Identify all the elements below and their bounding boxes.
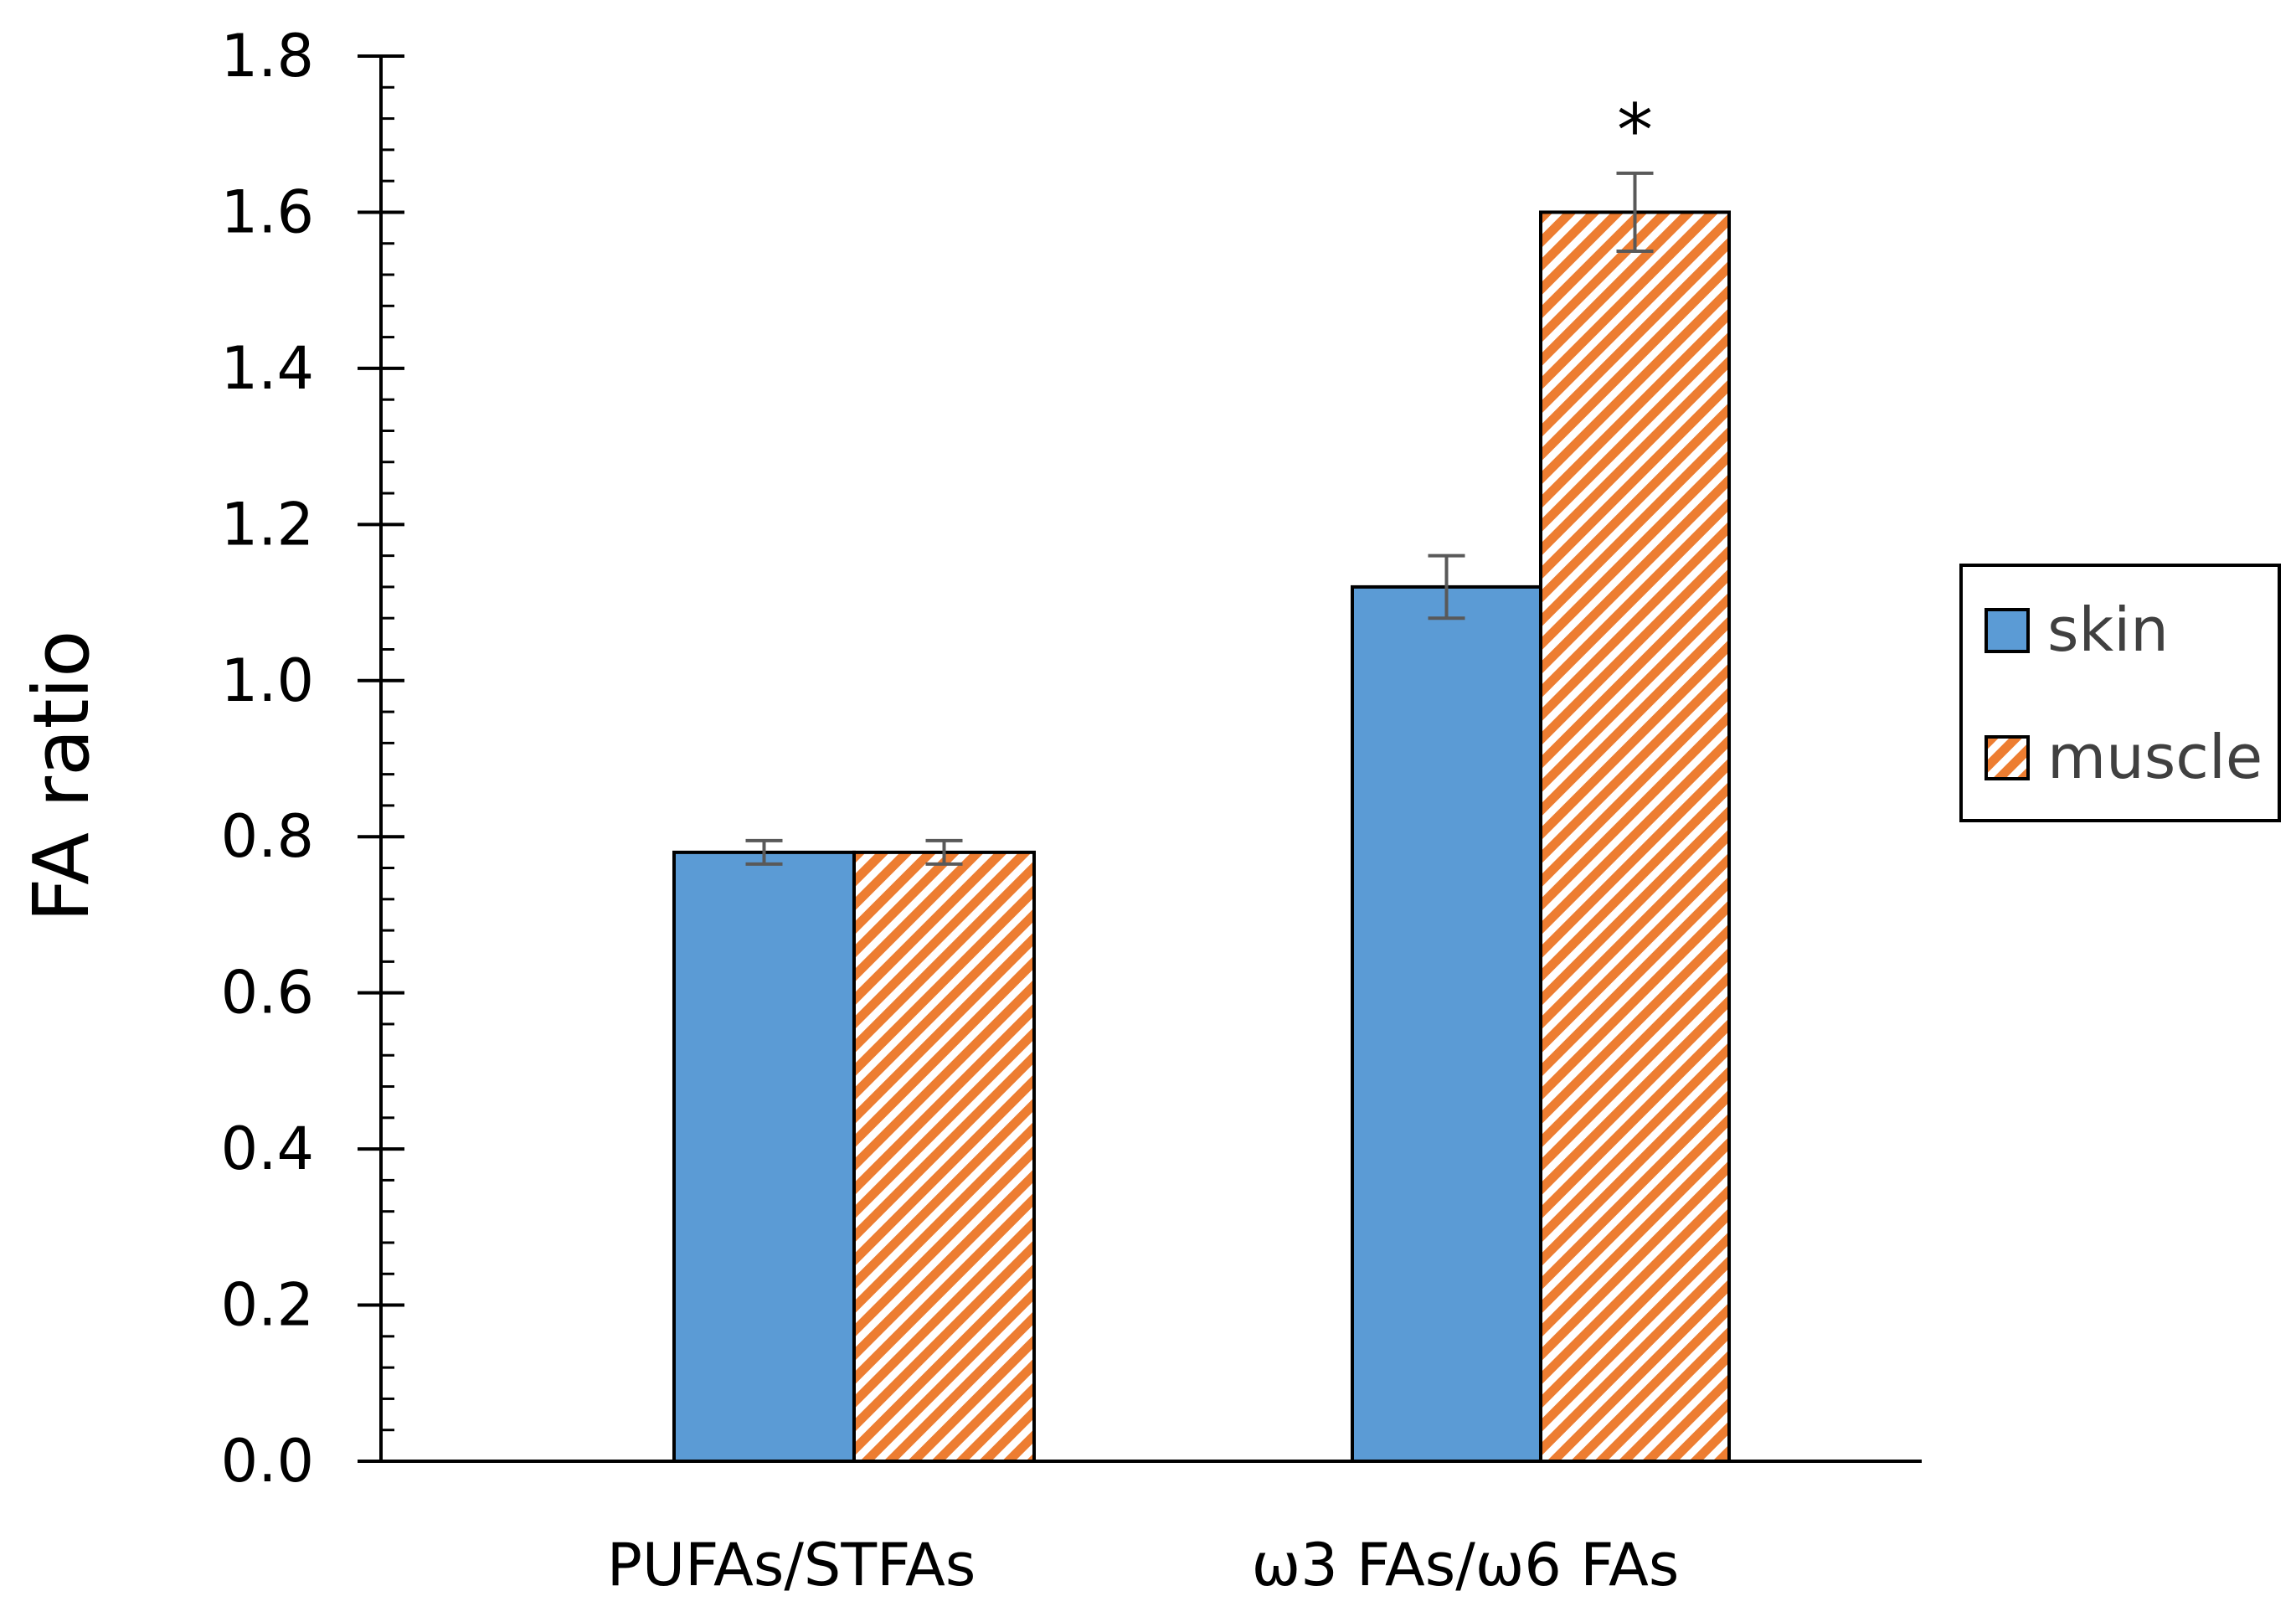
legend-label-skin: skin <box>2047 595 2169 665</box>
legend-swatch-skin <box>1985 608 2030 653</box>
y-tick-label: 1.0 <box>221 646 314 715</box>
bar-skin-0 <box>672 850 856 1463</box>
x-category-label: PUFAs/STFAs <box>607 1531 976 1599</box>
legend: skin muscle <box>1959 564 2281 822</box>
significance-marker: * <box>1617 89 1653 172</box>
bars-layer <box>672 210 1731 1463</box>
bar-skin-1 <box>1351 584 1542 1463</box>
bar-muscle-1 <box>1539 210 1731 1463</box>
y-tick-label: 0.6 <box>221 959 314 1027</box>
y-tick-label: 0.0 <box>221 1427 314 1496</box>
y-tick-label: 1.4 <box>221 334 314 403</box>
legend-swatch-muscle <box>1985 735 2030 780</box>
y-tick-label: 0.8 <box>221 802 314 871</box>
y-tick-label: 0.4 <box>221 1115 314 1183</box>
axes-layer <box>358 54 1922 1463</box>
y-tick-label: 1.8 <box>221 22 314 90</box>
legend-box <box>1959 564 2281 822</box>
x-category-label: ω3 FAs/ω6 FAs <box>1252 1531 1680 1599</box>
y-tick-label: 1.6 <box>221 178 314 246</box>
labels-layer: 0.0 0.2 0.4 0.6 0.8 1.0 1.2 1.4 1.6 1.8 PUFAs/STFA… <box>221 22 1680 1599</box>
y-tick-label: 0.2 <box>221 1271 314 1340</box>
y-tick-label: 1.2 <box>221 490 314 559</box>
error-bars-layer <box>745 171 1654 866</box>
y-axis-title: FA ratio <box>17 631 106 923</box>
legend-label-muscle: muscle <box>2047 722 2263 792</box>
bar-muscle-0 <box>852 850 1036 1463</box>
